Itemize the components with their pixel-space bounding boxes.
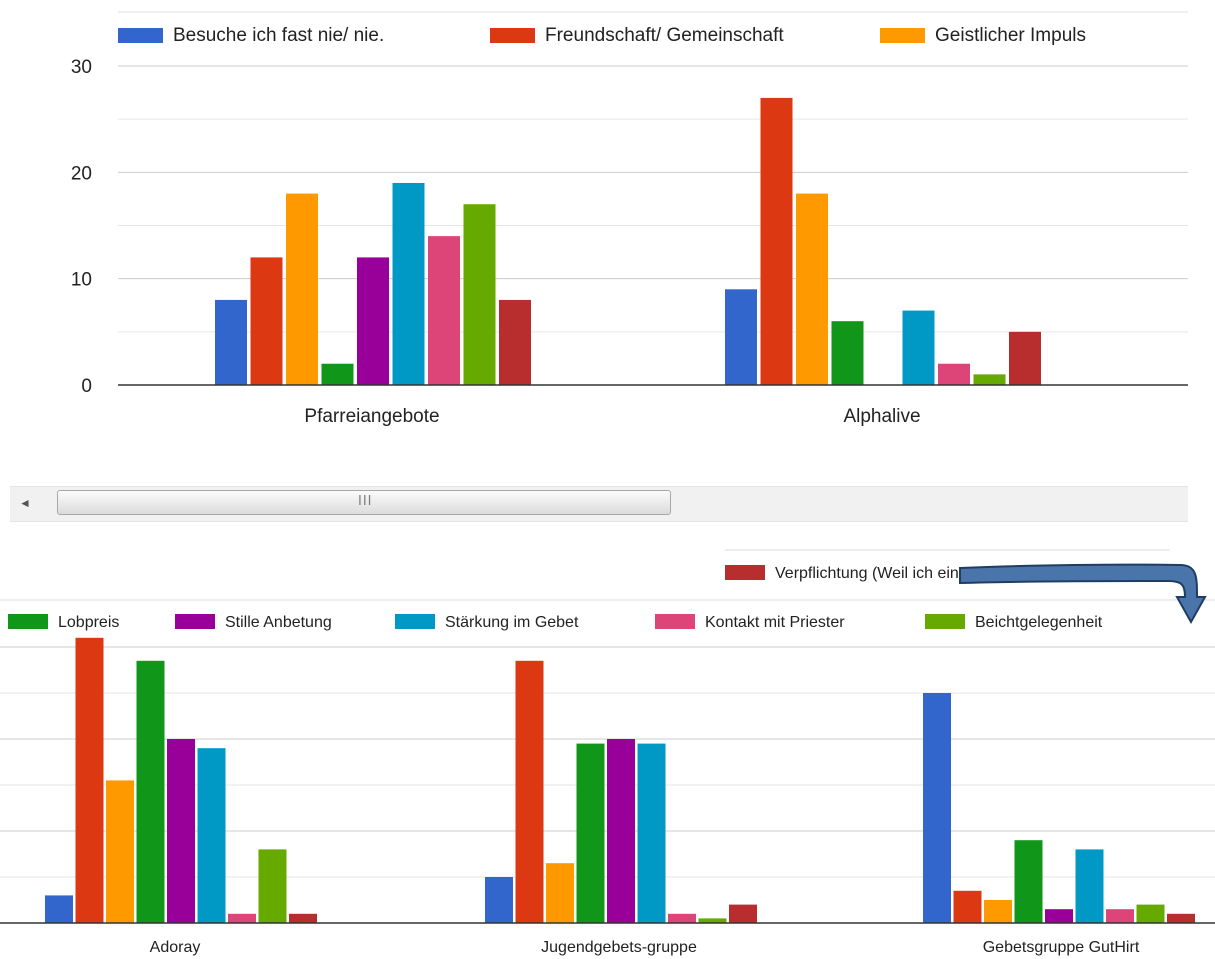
chart-top-bar [286,193,318,385]
chart-top-y-tick-label: 0 [81,376,92,397]
chart-top-legend-swatch [880,28,925,43]
scroll-left-arrow-icon[interactable]: ◄ [19,496,31,510]
chart-bottom-bar [45,895,73,923]
chart-bottom: Adoray Jugendgebets-gruppe Gebetsgruppe Gu… [0,549,1215,956]
chart-top-bar [973,374,1006,385]
chart-bottom-legend-label: Kontakt mit Priester [705,614,845,631]
chart-bottom-x-tick-label: Jugendgebets-gruppe [541,939,697,956]
chart-bottom-bar [1136,904,1165,923]
chart-top-legend-label: Freundschaft/ Gemeinschaft [545,25,784,46]
chart-bottom-bar [984,900,1012,923]
chart-bottom-legend-swatch [395,614,435,629]
chart-bottom-bar [289,913,317,923]
chart-top-legend: Besuche ich fast nie/ nie. Freundschaft/ … [118,25,1086,46]
chart-top-bar [725,289,757,385]
chart-top-y-tick-label: 30 [71,57,92,78]
chart-top-x-tick-label: Pfarreiangebote [304,406,439,427]
chart-bottom-bar [228,913,256,923]
chart-top-y-tick-label: 10 [71,270,92,291]
chart-top-bars [215,97,1041,386]
curved-arrow-icon [959,563,1207,625]
chart-bottom-bar [1014,840,1043,923]
chart-top-bar [250,257,283,385]
chart-top-bar [321,363,354,385]
chart-bottom-bar [1167,913,1195,923]
chart-bottom-bar [258,849,287,923]
chart-bottom-legend-swatch [725,565,765,580]
chart-bottom-x-tick-label: Adoray [150,939,201,956]
chart-bottom-legend-swatch [655,614,695,629]
chart-top-legend-label: Besuche ich fast nie/ nie. [173,25,384,46]
chart-bottom-bar [1045,909,1073,923]
chart-bottom-bar [576,743,605,923]
chart-top-bar [1009,331,1041,385]
chart-top-legend-swatch [118,28,163,43]
chart-bottom-legend-label: Stärkung im Gebet [445,614,579,631]
chart-top-x-tick-label: Alphalive [843,406,920,427]
chart-top-axis: 0 10 20 30 Pfarreiangebote Alphalive [71,57,1188,427]
chart-top-legend-swatch [490,28,535,43]
chart-top-bar [938,363,970,385]
chart-bottom-bar [1106,909,1134,923]
chart-top-bar [357,257,389,385]
chart-top-bar [215,299,247,385]
scroll-thumb[interactable]: III [57,490,671,515]
chart-top-bar [831,321,864,385]
chart-bottom-legend-swatch [8,614,48,629]
chart-top-bar [796,193,828,385]
chart-top-bar [392,182,425,385]
chart-bottom-legend-label: Lobpreis [58,614,119,631]
chart-bottom-legend-swatch [925,614,965,629]
chart-bottom-bar [546,863,574,923]
chart-bottom-x-tick-label: Gebetsgruppe GutHirt [983,939,1140,956]
chart-bottom-legend-swatch [175,614,215,629]
chart-bottom-bar [698,918,727,923]
chart-bottom-legend-label: Beichtgelegenheit [975,614,1103,631]
chart-top-bar [760,97,793,386]
chart-bottom-bar [75,637,104,923]
chart-bottom-bar [106,780,134,923]
chart-top-y-tick-label: 20 [71,163,92,184]
chart-bottom-bar [167,739,195,923]
chart-bottom-bar [485,877,513,923]
horizontal-scrollbar[interactable]: ◄ III [10,486,1188,522]
chart-bottom-bar [923,693,951,923]
chart-top: 0 10 20 30 Pfarreiangebote Alphalive Besuche … [71,11,1188,427]
chart-bottom-bar [637,743,666,923]
chart-bottom-bar [1075,849,1104,923]
chart-bottom-bar [607,739,635,923]
chart-bottom-bar [197,748,226,923]
chart-bottom-bar [953,890,982,923]
chart-top-bar [463,204,496,385]
chart-top-bar [902,310,935,385]
chart-top-bar [428,236,460,385]
chart-bottom-legend-label: Stille Anbetung [225,614,332,631]
chart-top-bar [499,299,531,385]
chart-bottom-bars [45,637,1195,923]
chart-bottom-bar [729,904,757,923]
chart-bottom-bar [668,913,696,923]
chart-bottom-legend: Verpflichtung (Weil ich eingebunden bin.… [8,565,1103,631]
chart-bottom-bar [515,660,544,923]
chart-top-legend-label: Geistlicher Impuls [935,25,1086,46]
chart-bottom-bar [136,660,165,923]
scroll-grip-icon: III [358,494,373,509]
chart-bottom-axis: Adoray Jugendgebets-gruppe Gebetsgruppe Gu… [0,922,1215,956]
